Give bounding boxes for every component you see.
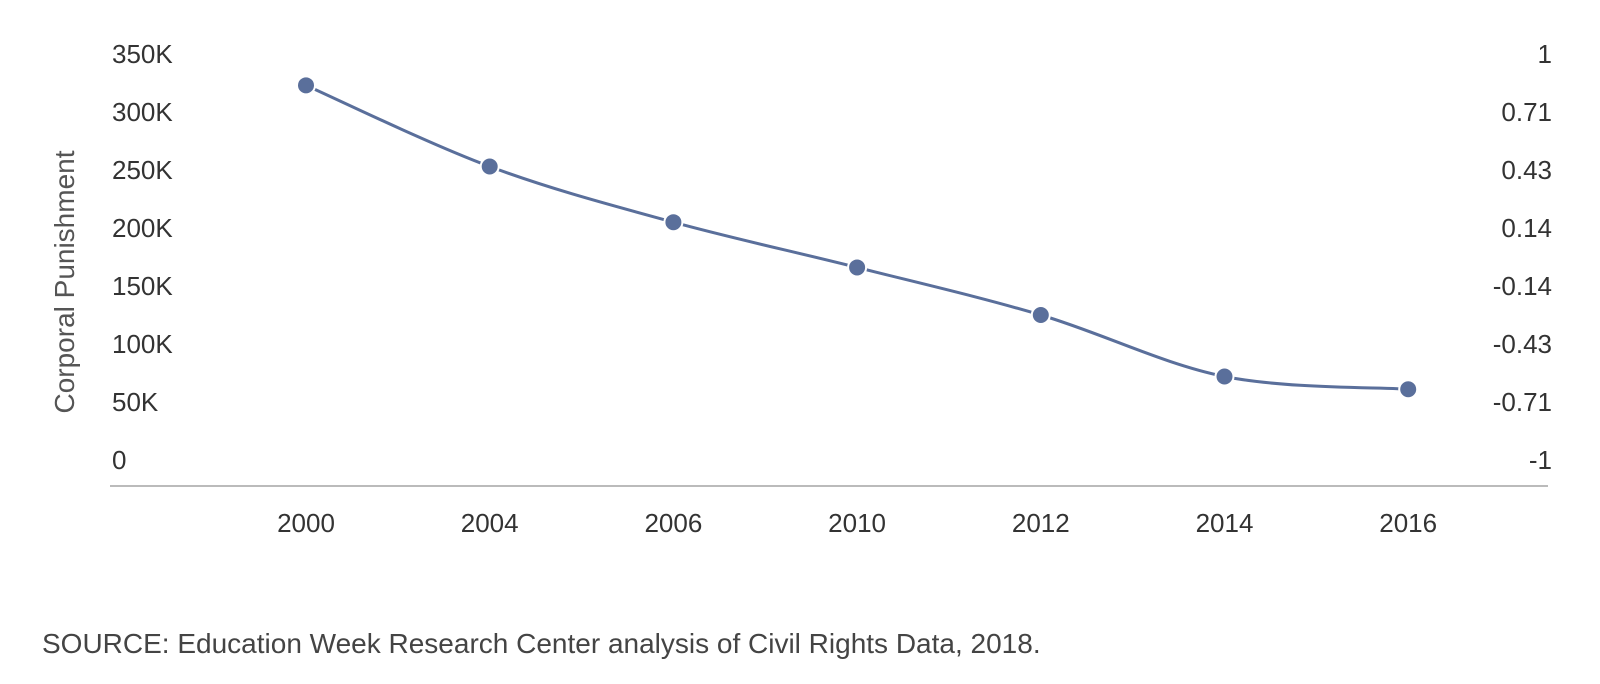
y2-tick-label: 1 [1538, 39, 1552, 69]
x-axis: 2000 2004 2006 2010 2012 2014 2016 [277, 508, 1437, 538]
y2-tick-label: 0.14 [1501, 213, 1552, 243]
y2-tick-label: 0.43 [1501, 155, 1552, 185]
y-tick-label: 150K [112, 271, 173, 301]
x-tick-label: 2010 [828, 508, 886, 538]
y2-tick-label: -0.43 [1493, 329, 1552, 359]
x-tick-label: 2006 [644, 508, 702, 538]
source-note: SOURCE: Education Week Research Center a… [42, 628, 1041, 659]
y-tick-label: 100K [112, 329, 173, 359]
y-axis-title: Corporal Punishment [49, 150, 80, 413]
y-tick-label: 350K [112, 39, 173, 69]
y2-tick-label: -0.71 [1493, 387, 1552, 417]
y-tick-label: 300K [112, 97, 173, 127]
data-point[interactable] [296, 75, 316, 96]
series-line [305, 83, 1409, 391]
y-tick-label: 200K [112, 213, 173, 243]
y-tick-label: 250K [112, 155, 173, 185]
y2-tick-label: 0.71 [1501, 97, 1552, 127]
x-tick-label: 2016 [1379, 508, 1437, 538]
data-point[interactable] [1030, 305, 1051, 325]
y2-tick-label: -0.14 [1493, 271, 1552, 301]
x-tick-label: 2012 [1012, 508, 1070, 538]
data-point[interactable] [847, 257, 868, 278]
line-chart: 0 50K 100K 150K 200K 250K 300K 350K -1 -0.71 -0.4… [49, 39, 1552, 538]
x-tick-label: 2004 [461, 508, 519, 538]
y-tick-label: 50K [112, 387, 159, 417]
data-point[interactable] [1214, 366, 1235, 387]
y-axis-left: 0 50K 100K 150K 200K 250K 300K 350K [112, 39, 173, 475]
x-tick-label: 2014 [1196, 508, 1254, 538]
data-point[interactable] [1398, 379, 1419, 400]
data-point[interactable] [479, 156, 500, 177]
y2-tick-label: -1 [1529, 445, 1552, 475]
series-points [296, 75, 1419, 400]
y-tick-label: 0 [112, 445, 126, 475]
y-axis-right: -1 -0.71 -0.43 -0.14 0.14 0.43 0.71 1 [1493, 39, 1552, 475]
x-tick-label: 2000 [277, 508, 335, 538]
data-point[interactable] [663, 212, 684, 233]
